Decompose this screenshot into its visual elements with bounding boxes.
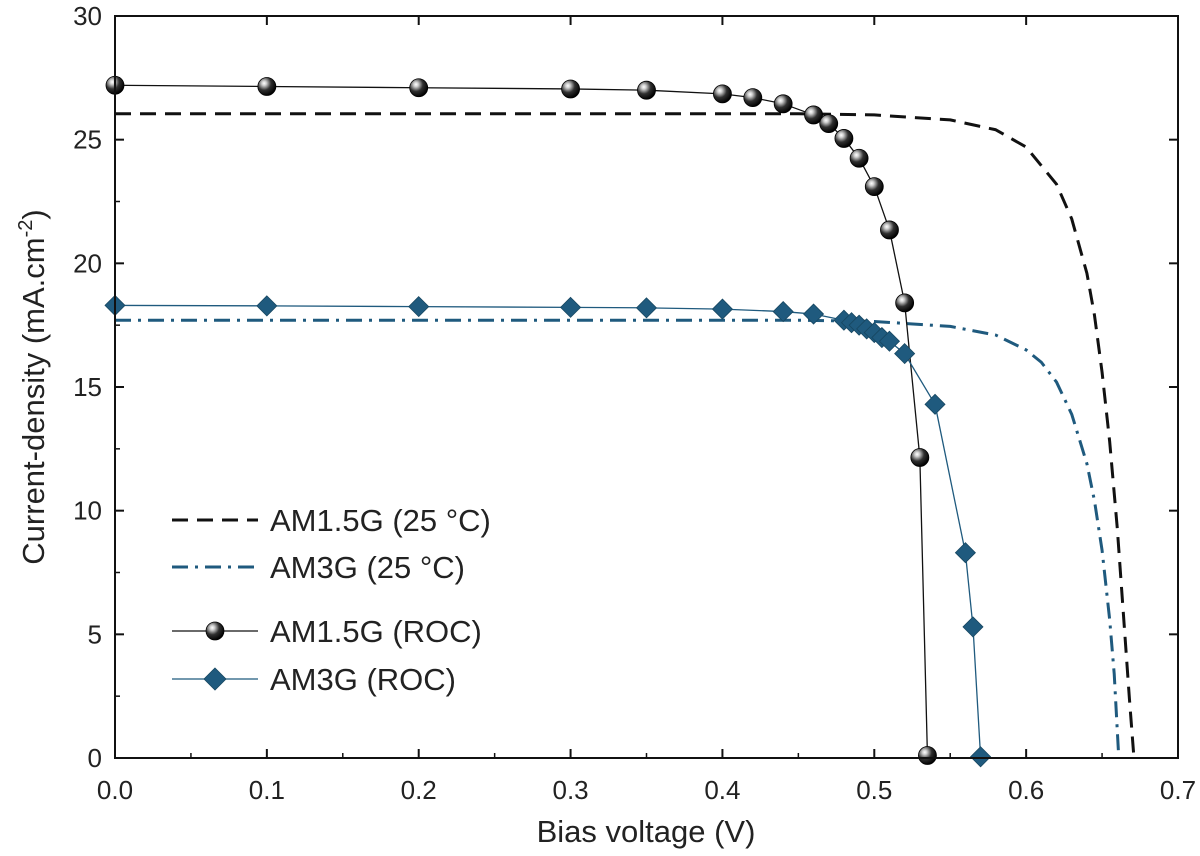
axes: 0.0 0.1 0.2 0.3 0.4 0.5 0.6 0.7 0 5 10 15 20 25 30: [73, 1, 1196, 805]
marker-layer: [104, 75, 992, 768]
data-point-am1-5g-roc: [637, 80, 656, 100]
x-tick-label: 0.4: [704, 775, 740, 805]
legend-label-am15g-25c: AM1.5G (25 °C): [270, 503, 491, 538]
legend: AM1.5G (25 °C) AM3G (25 °C) AM1.5G (ROC)…: [172, 503, 491, 697]
data-point-am1-5g-roc: [773, 94, 793, 114]
legend-marker-sphere-icon: [205, 621, 225, 641]
data-point-am3g-roc: [711, 298, 733, 320]
legend-marker-diamond-icon: [203, 667, 227, 691]
series-line-am3g-roc: [115, 304, 982, 757]
y-tick-label: 30: [73, 1, 102, 31]
legend-label-am15g-roc: AM1.5G (ROC): [270, 614, 482, 649]
data-point-am1-5g-roc: [804, 105, 823, 125]
y-tick-label: 25: [73, 125, 102, 155]
y-tick-label: 0: [88, 743, 102, 773]
data-point-am1-5g-roc: [918, 746, 937, 765]
x-tick-label: 0.1: [249, 775, 285, 805]
data-point-am3g-roc: [408, 296, 430, 318]
legend-label-am3g-25c: AM3G (25 °C): [270, 550, 465, 585]
y-tick-label: 5: [88, 619, 102, 649]
x-tick-label: 0.6: [1008, 775, 1044, 805]
x-tick-label: 0.7: [1160, 775, 1196, 805]
data-point-am3g-roc: [802, 303, 825, 325]
data-point-am3g-roc: [772, 300, 794, 323]
data-point-am3g-roc: [970, 746, 992, 768]
data-point-am1-5g-roc: [910, 448, 930, 467]
series-line-am1-5g-25-c: [115, 112, 1136, 758]
data-point-am3g-roc: [878, 330, 901, 352]
data-point-am1-5g-roc: [743, 88, 763, 108]
y-tick-label: 15: [73, 372, 102, 402]
data-point-am1-5g-roc: [257, 77, 277, 96]
data-point-am1-5g-roc: [819, 114, 839, 133]
data-point-am3g-roc: [924, 393, 946, 415]
x-tick-label: 0.2: [401, 775, 437, 805]
series-layer: [115, 84, 1136, 758]
data-point-am3g-roc: [954, 542, 976, 564]
series-line-am1-5g-roc: [115, 84, 929, 756]
y-axis-label-sup: -2: [15, 220, 37, 238]
data-point-am3g-roc: [962, 616, 984, 638]
legend-label-am3g-roc: AM3G (ROC): [270, 662, 456, 697]
data-point-am1-5g-roc: [834, 129, 854, 148]
x-tick-label: 0.5: [856, 775, 892, 805]
y-axis-label-main: Current-density (mA.cm: [16, 237, 51, 564]
data-point-am3g-roc: [894, 343, 916, 365]
data-point-am3g-roc: [256, 295, 278, 317]
y-axis-label: Current-density (mA.cm-2): [15, 209, 51, 564]
data-point-am1-5g-roc: [713, 84, 732, 104]
data-point-am1-5g-roc: [849, 148, 869, 168]
y-tick-label: 10: [73, 496, 102, 526]
series-line-am3g-25-c: [115, 318, 1121, 758]
plot-frame: [114, 15, 1179, 759]
data-point-am1-5g-roc: [895, 293, 915, 313]
data-point-am1-5g-roc: [880, 220, 899, 240]
data-point-am1-5g-roc: [561, 79, 580, 99]
x-tick-label: 0.3: [552, 775, 588, 805]
data-point-am1-5g-roc: [409, 78, 429, 98]
data-point-am1-5g-roc: [864, 177, 884, 197]
y-tick-label: 20: [73, 248, 102, 278]
data-point-am3g-roc: [560, 296, 582, 318]
x-tick-label: 0.0: [97, 775, 133, 805]
x-axis-label: Bias voltage (V): [537, 814, 756, 849]
data-point-am3g-roc: [635, 297, 658, 319]
y-axis-label-close: ): [16, 209, 51, 219]
